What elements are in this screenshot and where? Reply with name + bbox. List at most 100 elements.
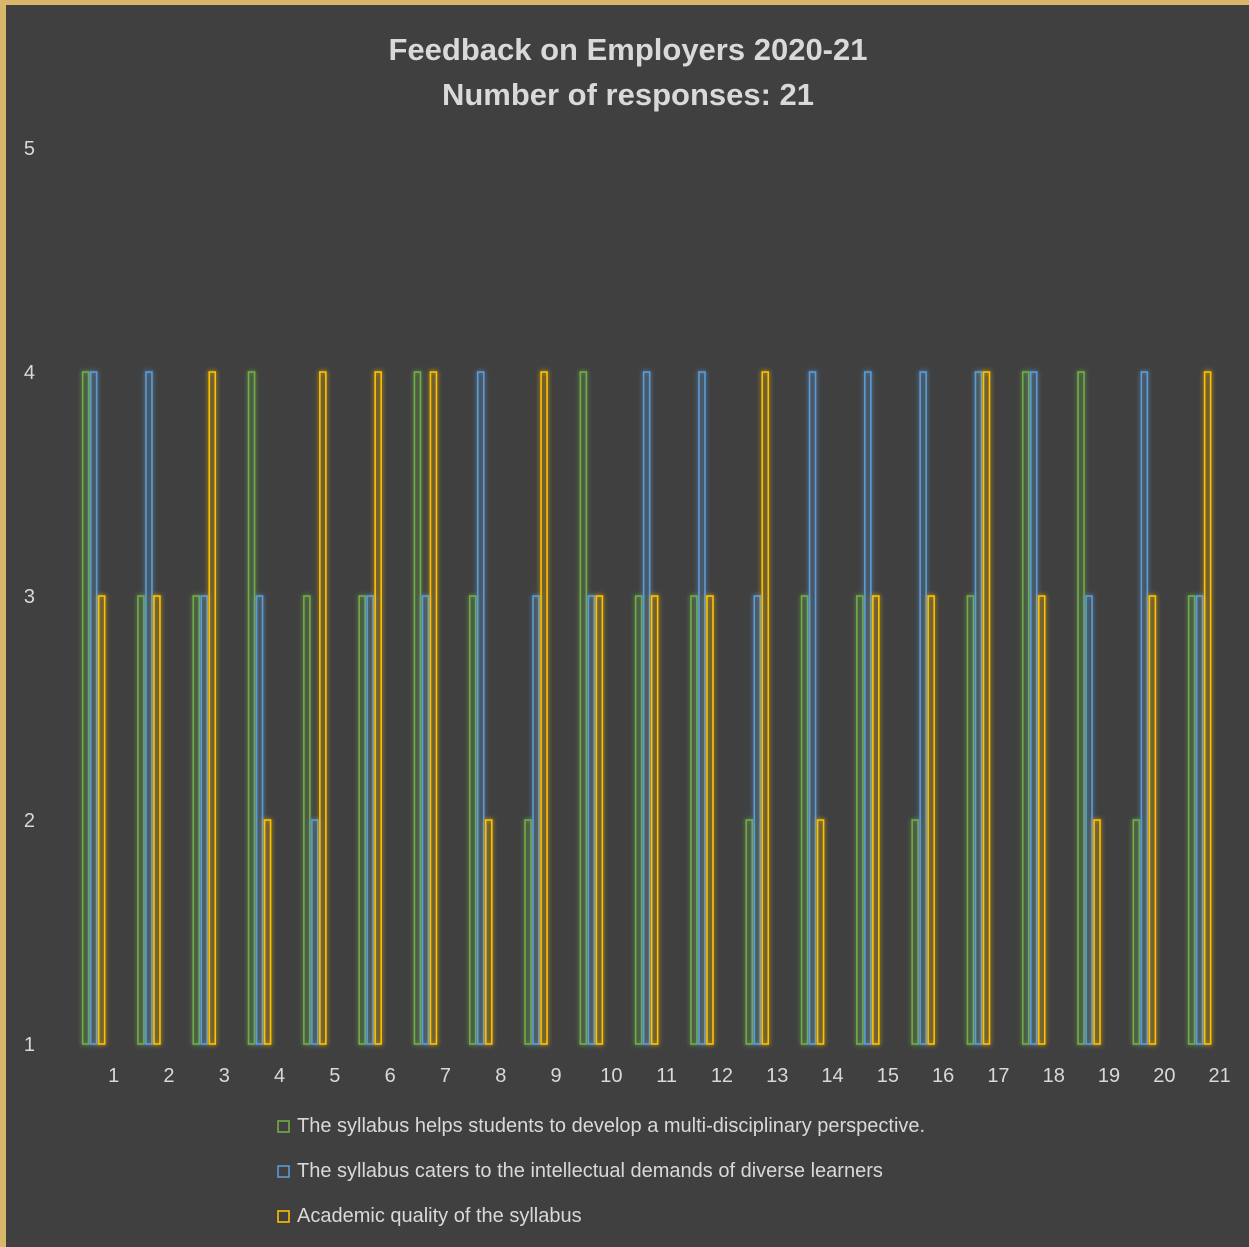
- bar-series-2-cat-3: [200, 595, 209, 1045]
- bar-series-3-cat-13: [761, 371, 770, 1045]
- bar-series-1-cat-17: [966, 595, 975, 1045]
- x-tick-label: 2: [163, 1065, 174, 1087]
- bar-series-1-cat-3: [192, 595, 201, 1045]
- bar-series-1-cat-14: [800, 595, 809, 1045]
- x-tick-label: 11: [656, 1065, 677, 1087]
- x-tick-label: 21: [1209, 1065, 1231, 1087]
- bar-series-2-cat-7: [421, 595, 430, 1045]
- legend-label: The syllabus helps students to develop a…: [297, 1115, 925, 1137]
- bar-series-1-cat-8: [468, 595, 477, 1045]
- x-tick-label: 15: [877, 1065, 899, 1087]
- bar-series-2-cat-14: [808, 371, 817, 1045]
- y-tick-label: 2: [24, 810, 35, 832]
- bar-series-1-cat-1: [81, 371, 90, 1045]
- bar-series-3-cat-1: [97, 595, 106, 1045]
- chart-title: Feedback on Employers 2020-21: [388, 32, 867, 67]
- x-tick-label: 14: [821, 1065, 843, 1087]
- x-tick-label: 1: [108, 1065, 119, 1087]
- legend-label: Academic quality of the syllabus: [297, 1205, 582, 1227]
- bar-series-3-cat-7: [429, 371, 438, 1045]
- bar-series-2-cat-12: [698, 371, 706, 1045]
- x-tick-label: 4: [274, 1065, 285, 1087]
- bar-series-3-cat-15: [872, 595, 880, 1045]
- bar-series-1-cat-10: [579, 371, 588, 1045]
- bar-series-2-cat-16: [919, 371, 927, 1045]
- legend-label: The syllabus caters to the intellectual …: [297, 1160, 883, 1182]
- legend-swatch: [277, 1120, 290, 1133]
- y-tick-label: 3: [24, 586, 35, 608]
- bar-series-1-cat-16: [911, 819, 919, 1045]
- x-tick-label: 12: [711, 1065, 733, 1087]
- bar-series-3-cat-2: [153, 595, 161, 1045]
- bar-series-3-cat-19: [1093, 819, 1101, 1045]
- bar-series-1-cat-4: [247, 371, 256, 1045]
- chart-subtitle: Number of responses: 21: [442, 77, 814, 112]
- bar-series-3-cat-9: [540, 371, 548, 1045]
- bar-series-1-cat-5: [303, 595, 311, 1045]
- bar-series-2-cat-18: [1029, 371, 1038, 1045]
- x-tick-label: 9: [550, 1065, 561, 1087]
- y-axis: 1 2 3 4 5: [24, 138, 35, 1056]
- x-tick-label: 10: [600, 1065, 622, 1087]
- bar-series-2-cat-10: [587, 595, 596, 1045]
- bar-series-2-cat-6: [366, 595, 374, 1045]
- bars: [81, 371, 1212, 1045]
- bar-series-2-cat-15: [864, 371, 872, 1045]
- x-tick-label: 8: [495, 1065, 506, 1087]
- legend-swatch: [277, 1210, 290, 1223]
- bar-series-2-cat-2: [145, 371, 153, 1045]
- bar-series-1-cat-9: [524, 819, 532, 1045]
- bar-series-2-cat-20: [1140, 371, 1149, 1045]
- bar-series-1-cat-20: [1132, 819, 1141, 1045]
- bar-series-2-cat-9: [532, 595, 540, 1045]
- chart: Feedback on Employers 2020-21 Number of …: [24, 32, 1231, 1227]
- bar-series-1-cat-7: [413, 371, 422, 1045]
- bar-series-1-cat-15: [856, 595, 864, 1045]
- bar-series-2-cat-5: [311, 819, 319, 1045]
- x-tick-label: 3: [219, 1065, 230, 1087]
- bar-series-2-cat-13: [753, 595, 762, 1045]
- bar-series-1-cat-12: [690, 595, 698, 1045]
- bar-series-1-cat-6: [358, 595, 366, 1045]
- bar-series-3-cat-18: [1037, 595, 1046, 1045]
- x-tick-label: 13: [766, 1065, 788, 1087]
- bar-series-1-cat-2: [137, 595, 145, 1045]
- legend-swatch: [277, 1165, 290, 1178]
- x-tick-label: 16: [932, 1065, 954, 1087]
- x-tick-label: 6: [385, 1065, 396, 1087]
- bar-series-2-cat-8: [476, 371, 485, 1045]
- bar-series-2-cat-21: [1195, 595, 1204, 1045]
- bar-series-3-cat-8: [484, 819, 493, 1045]
- x-tick-label: 7: [440, 1065, 451, 1087]
- bar-series-2-cat-1: [89, 371, 98, 1045]
- x-tick-label: 17: [987, 1065, 1009, 1087]
- bar-series-2-cat-17: [974, 371, 983, 1045]
- bar-series-1-cat-21: [1187, 595, 1196, 1045]
- bar-series-3-cat-14: [816, 819, 825, 1045]
- bar-series-3-cat-3: [208, 371, 217, 1045]
- bar-series-3-cat-10: [595, 595, 604, 1045]
- bar-series-1-cat-19: [1077, 371, 1085, 1045]
- bar-series-2-cat-4: [255, 595, 264, 1045]
- bar-series-3-cat-11: [650, 595, 659, 1045]
- bar-series-3-cat-16: [927, 595, 935, 1045]
- bar-series-3-cat-21: [1203, 371, 1212, 1045]
- bar-series-2-cat-19: [1085, 595, 1093, 1045]
- legend: The syllabus helps students to develop a…: [277, 1115, 925, 1227]
- x-axis: 1 2 3 4 5 6 7 8 9 10 11 12 13 14 15 16 17 18 19 20 21: [108, 1065, 1231, 1087]
- y-tick-label: 1: [24, 1034, 35, 1056]
- bar-series-1-cat-13: [745, 819, 754, 1045]
- bar-series-3-cat-4: [263, 819, 272, 1045]
- x-tick-label: 20: [1153, 1065, 1175, 1087]
- bar-series-3-cat-17: [982, 371, 991, 1045]
- bar-series-1-cat-18: [1021, 371, 1030, 1045]
- y-tick-label: 5: [24, 138, 35, 160]
- bar-series-3-cat-6: [374, 371, 382, 1045]
- x-tick-label: 18: [1043, 1065, 1065, 1087]
- x-tick-label: 5: [329, 1065, 340, 1087]
- bar-series-1-cat-11: [634, 595, 643, 1045]
- y-tick-label: 4: [24, 362, 35, 384]
- bar-series-3-cat-5: [319, 371, 327, 1045]
- x-tick-label: 19: [1098, 1065, 1120, 1087]
- bar-series-2-cat-11: [642, 371, 651, 1045]
